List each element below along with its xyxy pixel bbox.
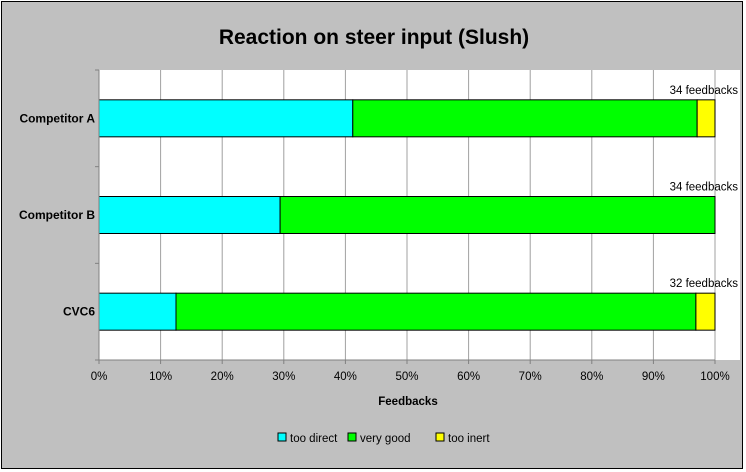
category-label-3: CVC6 (63, 305, 95, 319)
feedback-label-3: 32 feedbacks (670, 278, 739, 290)
x-tick-label-7: 70% (519, 371, 542, 383)
legend-label-3: too inert (448, 433, 490, 445)
x-tick-label-3: 30% (272, 371, 295, 383)
x-tick-label-6: 60% (457, 371, 480, 383)
bar-2-2 (279, 196, 716, 234)
legend-swatch-1 (277, 432, 287, 442)
category-label-2: Competitor B (19, 208, 95, 222)
bar-1-3 (696, 99, 716, 138)
x-axis-title: Feedbacks (378, 396, 437, 408)
x-tick-label-2: 20% (211, 371, 234, 383)
legend-swatch-2 (347, 432, 357, 442)
x-tick-label-1: 10% (149, 371, 172, 383)
bar-1-2 (352, 99, 698, 138)
legend-swatch-3 (435, 432, 445, 442)
bar-3-3 (695, 292, 716, 331)
x-tick-label-0: 0% (91, 371, 108, 383)
x-tick-label-5: 50% (395, 371, 418, 383)
bar-3-1 (98, 292, 177, 331)
category-labels: Competitor A Competitor B CVC6 (19, 111, 95, 318)
bar-3-2 (175, 292, 697, 331)
feedback-labels: 34 feedbacks 34 feedbacks 32 feedbacks (670, 85, 739, 290)
bars (98, 99, 716, 331)
x-tick-label-10: 100% (700, 371, 729, 383)
legend: too direct very good too inert (277, 432, 490, 445)
x-tick-label-4: 40% (334, 371, 357, 383)
category-label-1: Competitor A (19, 111, 95, 125)
x-tick-label-8: 80% (580, 371, 603, 383)
x-tick-label-9: 90% (642, 371, 665, 383)
x-tick-labels: 0% 10% 20% 30% 40% 50% 60% 70% 80% 90% 100% (91, 371, 730, 383)
axes (95, 69, 716, 364)
bar-1-1 (98, 99, 354, 138)
feedback-label-2: 34 feedbacks (670, 182, 739, 194)
feedback-label-1: 34 feedbacks (670, 85, 739, 97)
bar-2-1 (98, 196, 281, 234)
legend-label-1: too direct (290, 433, 338, 445)
legend-label-2: very good (360, 433, 411, 445)
chart-title: Reaction on steer input (Slush) (219, 26, 529, 49)
